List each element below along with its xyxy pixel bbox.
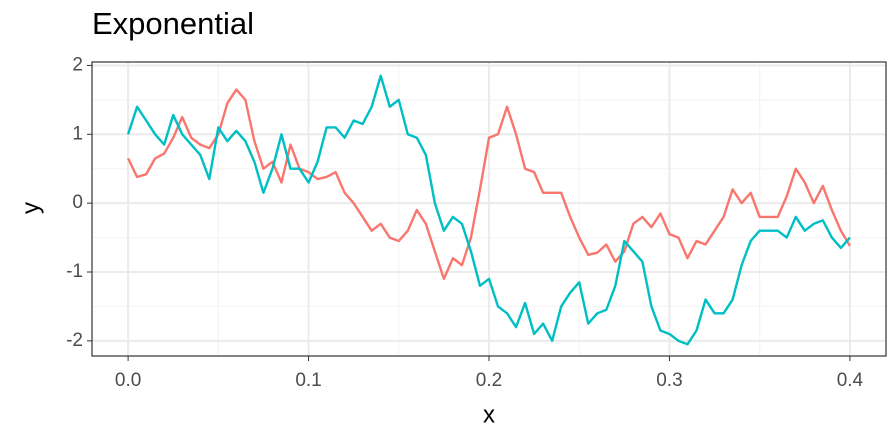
y-tick-label: 2 xyxy=(72,54,83,75)
panel-border xyxy=(91,61,887,357)
series-line xyxy=(127,88,851,281)
x-tick-label: 0.0 xyxy=(115,370,141,391)
series-line xyxy=(126,74,851,346)
y-tick-label: 0 xyxy=(72,192,83,213)
y-tick-label: -1 xyxy=(66,261,83,282)
x-tick-label: 0.3 xyxy=(656,370,682,391)
y-axis-label: y xyxy=(17,202,44,214)
y-tick-label: -2 xyxy=(66,330,83,351)
x-tick-label: 0.4 xyxy=(837,370,864,391)
x-axis-label: x xyxy=(483,401,495,428)
chart-title: Exponential xyxy=(92,6,254,41)
x-tick-label: 0.1 xyxy=(295,370,321,391)
x-tick-label: 0.2 xyxy=(476,370,502,391)
y-tick-label: 1 xyxy=(72,123,83,144)
